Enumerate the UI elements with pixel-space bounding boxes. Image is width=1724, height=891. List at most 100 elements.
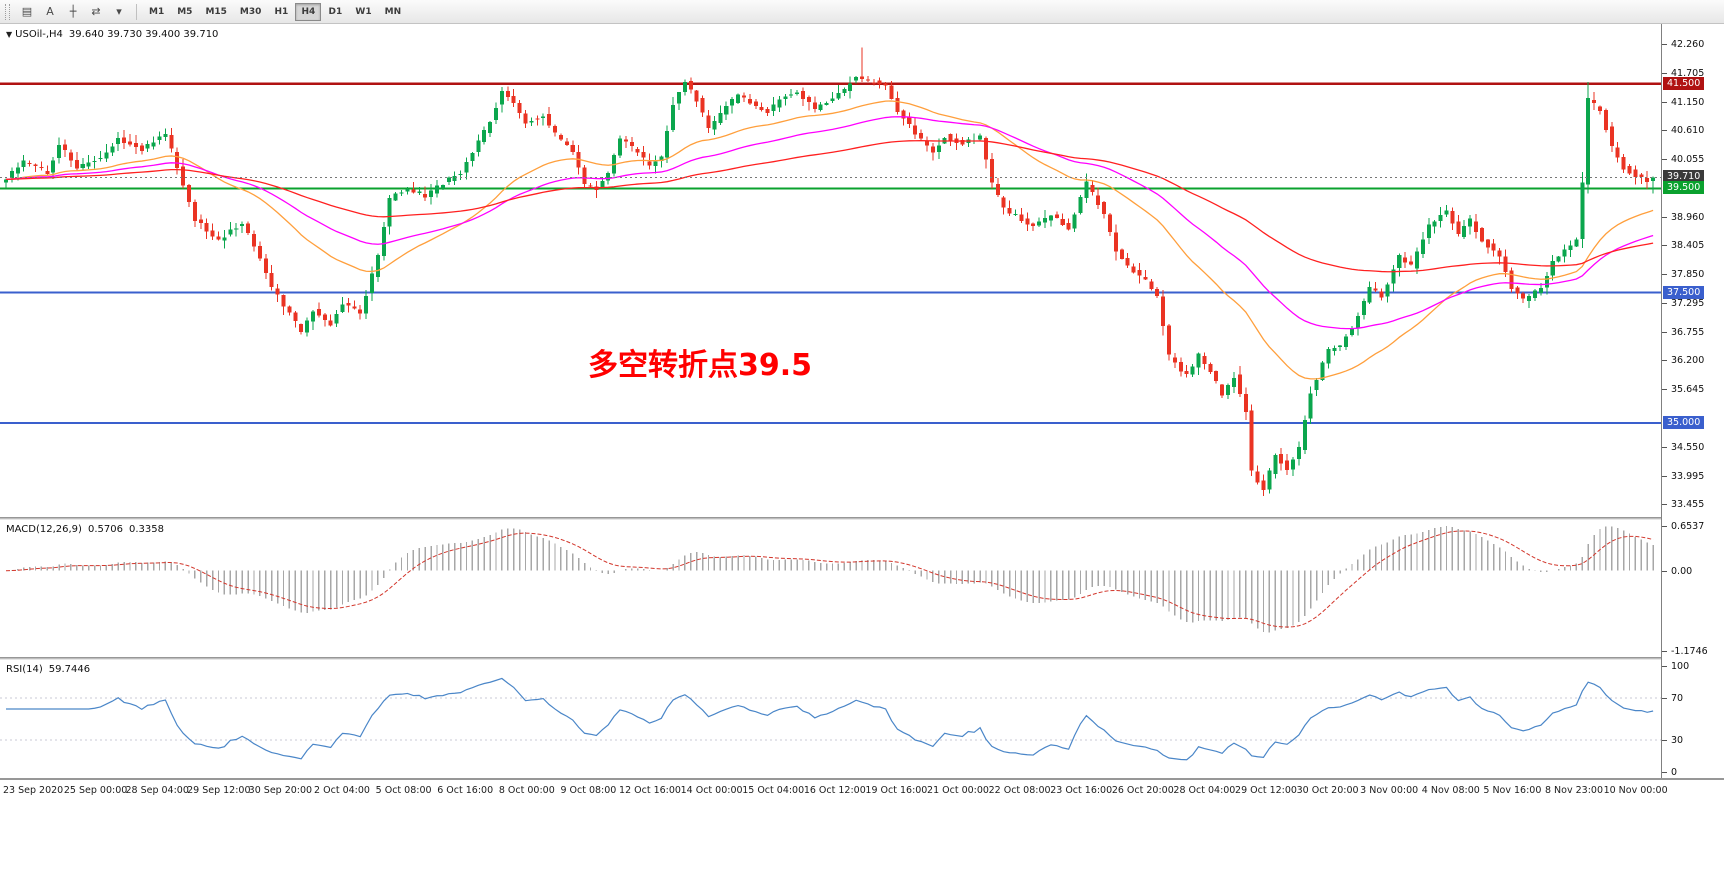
scale-tick-mark xyxy=(1662,303,1667,305)
time-axis-label: 15 Oct 04:00 xyxy=(742,785,805,796)
panel-separator[interactable] xyxy=(0,517,1724,520)
scale-tick-mark xyxy=(1662,331,1667,333)
scale-tick-mark xyxy=(1662,697,1667,699)
scale-tick-mark xyxy=(1662,73,1667,75)
ohlc-values: 39.640 39.730 39.400 39.710 xyxy=(68,29,219,40)
price-scale-tick: 35.645 xyxy=(1671,384,1705,396)
timeframe-button-m30[interactable]: M30 xyxy=(239,6,262,17)
price-scale-tick: 33.995 xyxy=(1671,470,1705,482)
dropdown-caret-icon[interactable]: ▾ xyxy=(116,5,122,18)
time-axis-label: 9 Oct 08:00 xyxy=(560,785,617,796)
rsi-label: RSI(14) 59.7446 xyxy=(6,664,90,675)
time-axis-label: 19 Oct 16:00 xyxy=(865,785,928,796)
chart-window-icon[interactable]: ▤ xyxy=(21,5,33,18)
scale-tick-mark xyxy=(1662,526,1667,527)
scale-tick-mark xyxy=(1662,245,1667,247)
scale-tick-mark xyxy=(1662,130,1667,132)
price-scale-tick: 40.610 xyxy=(1671,125,1705,137)
time-axis-label: 6 Oct 16:00 xyxy=(437,785,494,796)
time-axis-label: 8 Oct 00:00 xyxy=(498,785,555,796)
timeframe-button-m15[interactable]: M15 xyxy=(205,6,227,17)
rsi-value: 59.7446 xyxy=(48,664,91,675)
scale-tick-mark xyxy=(1662,389,1667,391)
rsi-indicator-canvas[interactable] xyxy=(0,660,1661,778)
price-chart-canvas[interactable] xyxy=(0,24,1661,517)
time-axis-label: 21 Oct 00:00 xyxy=(927,785,989,796)
toolbar-separator xyxy=(136,3,137,20)
annotation-text: 多空转折点39.5 xyxy=(588,348,813,383)
price-scale-tick: 41.705 xyxy=(1671,68,1705,80)
time-axis[interactable]: 23 Sep 2020 25 Sep 00:00 28 Sep 04:00 29 Se… xyxy=(0,778,1724,802)
time-axis-label: 28 Oct 04:00 xyxy=(1173,785,1236,796)
price-scale-tick: 33.455 xyxy=(1671,498,1705,510)
macd-scale-min: -1.1746 xyxy=(1671,646,1708,657)
macd-name: MACD(12,26,9) xyxy=(6,524,82,535)
price-scale[interactable]: 42.260 41.705 41.150 40.610 40.055 38.960 38.4… xyxy=(1661,24,1724,778)
timeframe-group: M1 M5 M15 M30 H1 H4 D1 W1 MN xyxy=(143,2,407,21)
price-marker-badge-39.710: 39.710 xyxy=(1663,170,1705,184)
timeframe-button-d1[interactable]: D1 xyxy=(328,6,343,17)
rsi-scale-100: 100 xyxy=(1671,661,1690,672)
timeframe-button-w1[interactable]: W1 xyxy=(355,6,372,17)
price-marker-badge-41.500: 41.500 xyxy=(1663,76,1705,90)
toolbar-grip[interactable] xyxy=(5,3,10,20)
rsi-scale-70: 70 xyxy=(1671,692,1684,704)
timeframe-button-m1[interactable]: M1 xyxy=(149,6,165,17)
price-scale-tick: 38.960 xyxy=(1671,211,1705,223)
macd-scale-zero: 0.00 xyxy=(1671,565,1693,577)
panel-separator[interactable] xyxy=(0,657,1724,660)
time-axis-label: 22 Oct 08:00 xyxy=(988,785,1051,796)
time-axis-label: 5 Nov 16:00 xyxy=(1483,785,1542,796)
symbol-timeframe-text: USOil-,H4 xyxy=(15,29,63,40)
price-scale-tick: 41.150 xyxy=(1671,97,1705,109)
tool-group: ▤ A ┼ ⇄ ▾ xyxy=(16,2,130,22)
macd-signal-value: 0.3358 xyxy=(128,524,164,535)
price-scale-tick: 36.200 xyxy=(1671,355,1705,367)
price-marker-badge-39.500: 39.500 xyxy=(1663,181,1705,195)
time-axis-label: 30 Sep 20:00 xyxy=(248,785,313,796)
chart-area: ▼ USOil-,H4 39.640 39.730 39.400 39.710 多空… xyxy=(0,24,1724,891)
time-axis-label: 25 Sep 00:00 xyxy=(63,785,128,796)
macd-indicator-canvas[interactable] xyxy=(0,520,1661,657)
price-scale-tick: 34.550 xyxy=(1671,441,1705,453)
price-scale-tick: 42.260 xyxy=(1671,39,1705,51)
macd-label: MACD(12,26,9) 0.5706 0.3358 xyxy=(6,524,164,535)
scale-tick-mark xyxy=(1662,772,1667,773)
time-axis-label: 26 Oct 20:00 xyxy=(1111,785,1174,796)
timeframe-button-h4[interactable]: H4 xyxy=(295,2,322,21)
time-axis-label: 2 Oct 04:00 xyxy=(314,785,370,796)
rsi-scale-0: 0 xyxy=(1671,767,1678,778)
timeframe-button-mn[interactable]: MN xyxy=(384,6,402,17)
time-axis-label: 14 Oct 00:00 xyxy=(680,785,743,796)
scale-tick-mark xyxy=(1662,159,1667,161)
scale-tick-mark xyxy=(1662,666,1667,667)
scale-tick-mark xyxy=(1662,274,1667,276)
time-axis-label: 3 Nov 00:00 xyxy=(1360,785,1419,796)
text-annotation-tool[interactable]: A xyxy=(46,5,54,18)
time-axis-label: 16 Oct 12:00 xyxy=(803,785,866,796)
time-axis-label: 8 Nov 23:00 xyxy=(1544,785,1604,796)
cycle-symbols-icon[interactable]: ⇄ xyxy=(91,5,101,18)
scale-tick-mark xyxy=(1662,503,1667,505)
price-marker-badge-37.500: 37.500 xyxy=(1663,285,1705,299)
crosshair-tool-icon[interactable]: ┼ xyxy=(69,5,77,18)
rsi-name: RSI(14) xyxy=(6,664,43,675)
scale-tick-mark xyxy=(1662,570,1667,572)
rsi-scale-30: 30 xyxy=(1671,735,1684,747)
scale-tick-mark xyxy=(1662,651,1667,652)
timeframe-button-m5[interactable]: M5 xyxy=(177,6,193,17)
scale-tick-mark xyxy=(1662,360,1667,362)
scale-tick-mark xyxy=(1662,740,1667,742)
time-axis-label: 28 Sep 04:00 xyxy=(125,785,189,796)
time-axis-label: 10 Nov 00:00 xyxy=(1603,785,1668,796)
macd-scale-max: 0.6537 xyxy=(1671,521,1705,532)
time-axis-label: 23 Sep 2020 xyxy=(3,785,64,796)
toolbar: ▤ A ┼ ⇄ ▾ M1 M5 M15 M30 H1 H4 D1 W1 MN xyxy=(0,0,1724,24)
macd-main-value: 0.5706 xyxy=(87,524,123,535)
scale-tick-mark xyxy=(1662,44,1667,46)
time-axis-label: 29 Oct 12:00 xyxy=(1235,785,1297,796)
time-axis-label: 23 Oct 16:00 xyxy=(1050,785,1113,796)
price-scale-tick: 40.055 xyxy=(1671,154,1705,166)
time-axis-label: 4 Nov 08:00 xyxy=(1421,785,1480,796)
timeframe-button-h1[interactable]: H1 xyxy=(274,6,289,17)
